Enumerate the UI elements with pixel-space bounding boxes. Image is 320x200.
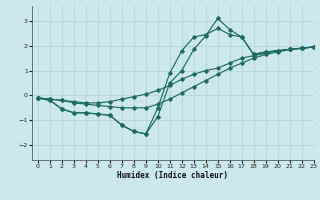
X-axis label: Humidex (Indice chaleur): Humidex (Indice chaleur)	[117, 171, 228, 180]
